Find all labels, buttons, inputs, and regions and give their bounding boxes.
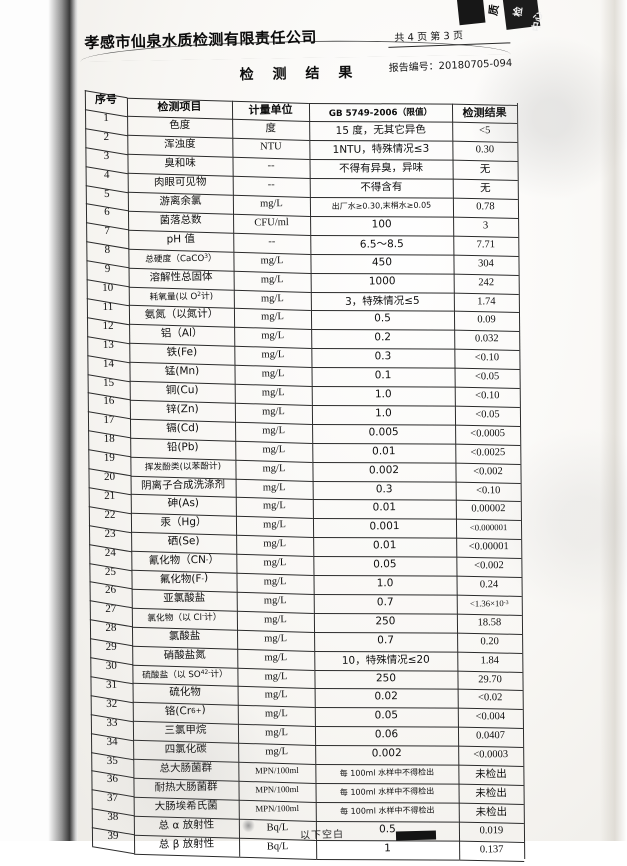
cell-result-31: <0.02 [477, 692, 503, 704]
cell-result-4: 无 [479, 183, 491, 195]
footer-dark-block [395, 830, 437, 841]
table-hline [91, 846, 135, 855]
table-hline [134, 853, 240, 858]
report-number-label: 报告编号： [388, 61, 439, 75]
table-hline [308, 102, 452, 105]
table-hline [312, 461, 456, 464]
footer-smudge [241, 818, 255, 833]
cell-result-13: <0.10 [474, 352, 500, 364]
cell-no-10: 10 [102, 282, 114, 295]
cell-no-29: 29 [105, 641, 117, 654]
table-hline [316, 858, 460, 861]
cell-limit-21: 0.01 [372, 501, 397, 515]
cell-result-35: 未检出 [475, 769, 507, 781]
table-hline [312, 480, 456, 483]
cell-no-8: 8 [104, 244, 111, 257]
cell-limit-13: 0.3 [374, 350, 392, 364]
cell-result-25: 0.24 [479, 579, 499, 591]
table-hline [312, 442, 456, 445]
cell-no-30: 30 [105, 660, 117, 673]
table-hline [314, 631, 458, 634]
results-table: 序号 检测项目 计量单位 GB 5749-2006（限值） 检测结果 1 色度度 15 度，无… [84, 86, 526, 862]
cell-result-23: <0.00001 [468, 541, 509, 553]
table-hline [314, 669, 458, 672]
cell-result-34: <0.0003 [473, 749, 509, 761]
report-number: 报告编号：20180705-094 [388, 54, 512, 74]
cell-result-33: 0.0407 [476, 730, 506, 742]
cell-limit-32: 0.05 [374, 709, 399, 723]
page-left-shadow [48, 0, 78, 841]
cell-result-1: <5 [479, 125, 491, 137]
page-right-edge [600, 0, 627, 841]
cell-limit-1: 15 度，无其它异色 [335, 123, 426, 138]
footer-blank-note: 以下空白 [299, 829, 345, 842]
cell-no-31: 31 [105, 679, 118, 692]
table-hline [239, 856, 317, 860]
cell-result-12: 0.032 [474, 333, 499, 345]
cell-result-22: <0.000001 [469, 522, 508, 534]
table-header-index: 序号 [94, 94, 118, 107]
table-hline [315, 820, 459, 823]
cell-result-11: 0.09 [477, 314, 496, 326]
cell-no-19: 19 [103, 452, 115, 465]
cell-result-3: 无 [479, 164, 491, 176]
cell-result-5: 0.78 [476, 201, 495, 213]
cell-no-1: 1 [103, 112, 109, 125]
cell-no-39: 39 [107, 830, 119, 843]
cell-limit-22: 0.001 [369, 520, 400, 534]
cell-limit-3: 不得有异臭，异味 [339, 161, 424, 176]
cell-result-15: <0.10 [475, 390, 500, 402]
cell-result-21: 0.00002 [471, 503, 506, 515]
cell-limit-33: 0.06 [374, 728, 399, 742]
report-number-value: 20180705-094 [438, 57, 513, 73]
cell-result-14: <0.05 [474, 371, 500, 383]
cell-no-18: 18 [103, 433, 115, 446]
cell-result-2: 0.30 [475, 144, 495, 156]
table-hline [310, 272, 454, 275]
cell-no-28: 28 [105, 622, 117, 635]
cell-limit-2: 1NTU，特殊情况≤3 [332, 142, 430, 157]
cell-result-32: <0.004 [475, 711, 506, 723]
cell-limit-23: 0.01 [372, 539, 397, 553]
cell-limit-31: 0.02 [374, 690, 398, 704]
report-sheet: 孝感市仙泉水质检测有限责任公司 共 4 页 第 3 页 报告编号：2018070… [80, 28, 526, 862]
table-hline [314, 650, 458, 653]
page-title: 检 测 结 果 [239, 64, 360, 84]
table-hline [310, 253, 454, 256]
cell-limit-11: 0.5 [374, 313, 391, 326]
table-hline [459, 859, 525, 862]
cell-no-9: 9 [104, 263, 111, 276]
page-count-label: 共 4 页 第 3 页 [394, 30, 464, 45]
table-hline [310, 291, 454, 294]
cell-no-20: 20 [103, 471, 116, 484]
cell-result-24: <0.002 [474, 560, 504, 572]
cell-no-21: 21 [104, 490, 116, 503]
cell-no-38: 38 [107, 811, 119, 824]
cell-no-11: 11 [102, 301, 114, 314]
cell-limit-12: 0.2 [374, 331, 392, 345]
